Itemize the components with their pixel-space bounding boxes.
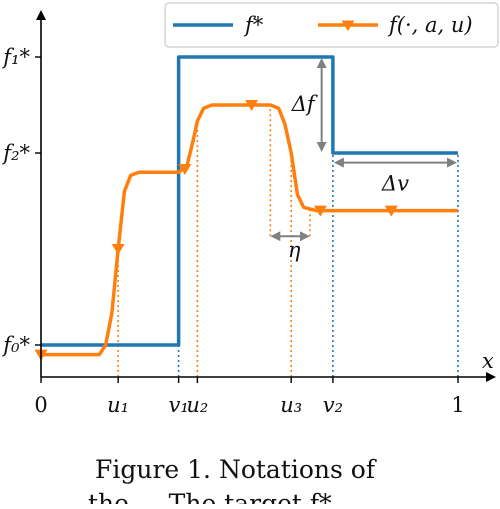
x-tick-label-6: 1: [451, 393, 464, 417]
x-tick-label-2: v₁: [168, 393, 188, 417]
series-marker-1-5: [384, 205, 398, 217]
x-tick-label-1: u₁: [107, 393, 129, 417]
legend-label-f: f(·, a, u): [387, 13, 473, 37]
delta-v-label: Δv: [381, 172, 409, 196]
delta-f-label: Δf: [291, 92, 318, 116]
x-axis-label: x: [482, 349, 494, 373]
x-tick-label-5: v₂: [323, 393, 343, 417]
y-tick-label-1: f₂*: [1, 141, 30, 165]
legend-label-f-star: f*: [243, 13, 264, 37]
caption-line-1: Figure 1. Notations of: [95, 455, 377, 484]
series-marker-1-4: [313, 205, 327, 217]
caption-line-2: the ... The target f*: [88, 489, 332, 504]
legend-marker-f: [341, 20, 355, 31]
axes: x: [36, 10, 496, 382]
series-marker-1-2: [178, 164, 192, 175]
legend: f* f(·, a, u): [164, 2, 499, 48]
series-line-1: [41, 103, 458, 357]
series-marker-1-3: [245, 100, 259, 111]
eta-label: η: [288, 238, 301, 262]
series-marker-1-1: [111, 244, 125, 255]
x-tick-label-0: 0: [34, 393, 47, 417]
guide-lines: [117, 105, 459, 377]
x-tick-label-4: u₃: [280, 393, 302, 417]
x-tick-label-3: u₂: [186, 393, 208, 417]
y-tick-label-2: f₀*: [1, 333, 30, 357]
y-tick-label-0: f₁*: [1, 45, 30, 69]
series-line-0: [41, 55, 458, 347]
series-layer: [34, 55, 458, 361]
annotation-arrows: Δf Δv η: [270, 58, 457, 262]
